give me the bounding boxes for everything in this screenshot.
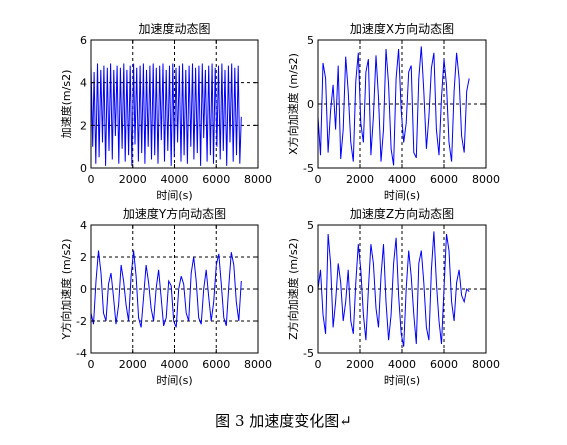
y-tick-label: 6 [80, 34, 87, 47]
x-axis-label: 时间(s) [156, 374, 192, 387]
y-axis-label: Z方向加速度 (m/s2) [286, 238, 300, 340]
chart-title: 加速度Z方向动态图 [350, 206, 454, 221]
x-axis-label: 时间(s) [384, 374, 420, 387]
x-tick-label: 0 [315, 358, 322, 371]
y-tick-label: 4 [80, 77, 87, 90]
y-tick-label: -4 [76, 347, 87, 360]
y-tick-label: -5 [303, 347, 314, 360]
x-axis-label: 时间(s) [156, 189, 192, 202]
x-tick-label: 8000 [472, 358, 500, 371]
chart-panel-2: 0 2000 4000 6000 8000-505加速度X方向动态图时间(s)X方向加速… [286, 21, 500, 202]
chart-title: 加速度X方向动态图 [350, 21, 454, 36]
series-line [90, 63, 242, 166]
x-tick-label: 4000 [388, 358, 416, 371]
y-tick-label: 5 [307, 219, 314, 232]
x-tick-label: 4000 [161, 173, 189, 186]
x-tick-label: 0 [315, 173, 322, 186]
y-tick-label: 2 [80, 251, 87, 264]
x-tick-label: 8000 [472, 173, 500, 186]
y-tick-label: 0 [80, 162, 87, 175]
x-tick-label: 6000 [430, 358, 458, 371]
x-tick-label: 6000 [202, 358, 230, 371]
figure-caption: 图 3 加速度变化图↵ [215, 412, 352, 430]
x-tick-label: 2000 [346, 173, 374, 186]
x-tick-label: 0 [88, 358, 95, 371]
y-tick-label: 4 [80, 219, 87, 232]
y-tick-label: -2 [76, 315, 87, 328]
x-tick-label: 6000 [430, 173, 458, 186]
y-tick-label: 0 [307, 283, 314, 296]
y-tick-label: 5 [307, 34, 314, 47]
x-axis-label: 时间(s) [384, 189, 420, 202]
y-axis-label: 加速度(m/s2) [59, 70, 73, 139]
x-tick-label: 6000 [202, 173, 230, 186]
x-tick-label: 4000 [388, 173, 416, 186]
x-tick-label: 8000 [244, 358, 272, 371]
x-tick-label: 4000 [161, 358, 189, 371]
y-axis-label: X方向加速度 (m/s2) [286, 53, 300, 155]
series-line [90, 250, 242, 328]
chart-title: 加速度动态图 [138, 21, 210, 36]
series-line [317, 231, 470, 347]
x-tick-label: 8000 [244, 173, 272, 186]
y-tick-label: 0 [80, 283, 87, 296]
y-axis-label: Y方向加速度 (m/s2) [59, 239, 73, 341]
x-tick-label: 2000 [119, 173, 147, 186]
chart-panel-4: 0 2000 4000 6000 8000-505加速度Z方向动态图时间(s)Z方向加速… [286, 206, 500, 387]
chart-title: 加速度Y方向动态图 [123, 206, 226, 221]
y-tick-label: 0 [307, 98, 314, 111]
x-tick-label: 2000 [119, 358, 147, 371]
x-tick-label: 0 [88, 173, 95, 186]
y-tick-label: -5 [303, 162, 314, 175]
series-line [317, 46, 470, 166]
y-tick-label: 2 [80, 119, 87, 132]
x-tick-label: 2000 [346, 358, 374, 371]
